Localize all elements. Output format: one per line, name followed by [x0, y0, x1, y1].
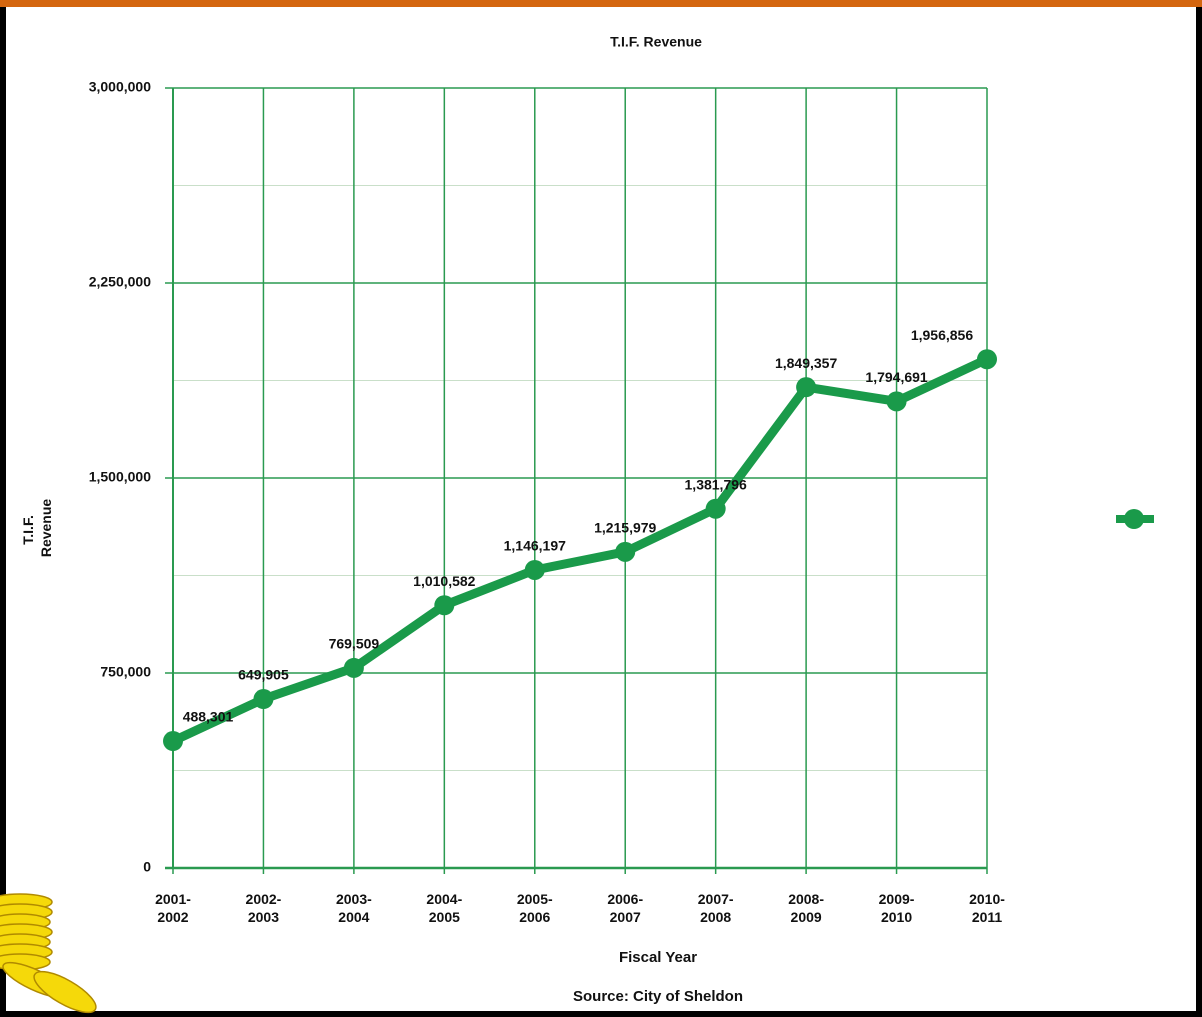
point	[886, 391, 907, 412]
legend	[1116, 509, 1154, 529]
chart-title: T.I.F. Revenue	[610, 34, 702, 50]
x-tick-label: 2010-2011	[969, 891, 1005, 925]
top-bar	[0, 0, 1202, 7]
x-tick-label: 2007-2008	[698, 891, 734, 925]
data-label: 1,794,691	[865, 369, 927, 385]
data-label: 488,301	[183, 709, 234, 725]
data-label: 649,905	[238, 667, 289, 683]
source: Source: City of Sheldon	[573, 988, 743, 1005]
x-tick-label: 2009-2010	[879, 891, 915, 925]
point	[343, 657, 364, 678]
data-label: 1,956,856	[911, 327, 973, 343]
y-tick-label: 750,000	[100, 664, 151, 680]
x-tick-label: 2006-2007	[607, 891, 643, 925]
data-label: 1,381,796	[685, 476, 747, 492]
x-tick-label: 2003-2004	[336, 891, 372, 925]
y-tick-label: 2,250,000	[89, 274, 151, 290]
point	[796, 377, 817, 398]
coins	[0, 893, 97, 1014]
x-tick-label: 2001-2002	[155, 891, 191, 925]
x-tick-label: 2005-2006	[517, 891, 553, 925]
x-tick-label: 2004-2005	[426, 891, 462, 925]
data-label: 1,010,582	[413, 573, 475, 589]
x-tick-label: 2008-2009	[788, 891, 824, 925]
data-label: 769,509	[329, 636, 380, 652]
x-axis-title: Fiscal Year	[619, 949, 697, 966]
y-axis-title: T.I.F. Revenue	[20, 499, 54, 558]
point	[524, 559, 545, 580]
point	[163, 731, 183, 752]
point	[434, 595, 455, 616]
series-line	[171, 355, 989, 746]
data-label: 1,215,979	[594, 520, 656, 536]
x-tick-label: 2002-2003	[246, 891, 282, 925]
y-tick-label: 0	[143, 859, 151, 875]
point	[705, 498, 726, 519]
point	[977, 349, 997, 370]
background	[6, 7, 1196, 1011]
point	[615, 541, 636, 562]
data-label: 1,146,197	[504, 538, 566, 554]
legend-marker	[1124, 509, 1144, 529]
y-tick-label: 1,500,000	[89, 469, 151, 485]
point	[253, 689, 274, 710]
data-label: 1,849,357	[775, 355, 837, 371]
y-tick-label: 3,000,000	[89, 79, 151, 95]
